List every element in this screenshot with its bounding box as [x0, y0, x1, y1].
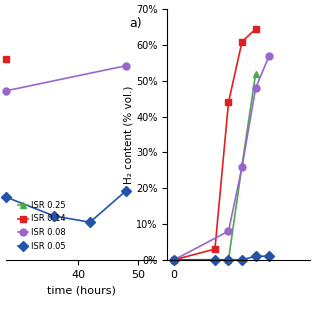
Y-axis label: H₂ content (% vol.): H₂ content (% vol.)	[123, 85, 133, 184]
Text: a): a)	[129, 17, 141, 30]
Legend: ISR 0.25, ISR 0.14, ISR 0.08, ISR 0.05: ISR 0.25, ISR 0.14, ISR 0.08, ISR 0.05	[18, 201, 66, 251]
X-axis label: time (hours): time (hours)	[47, 285, 115, 295]
